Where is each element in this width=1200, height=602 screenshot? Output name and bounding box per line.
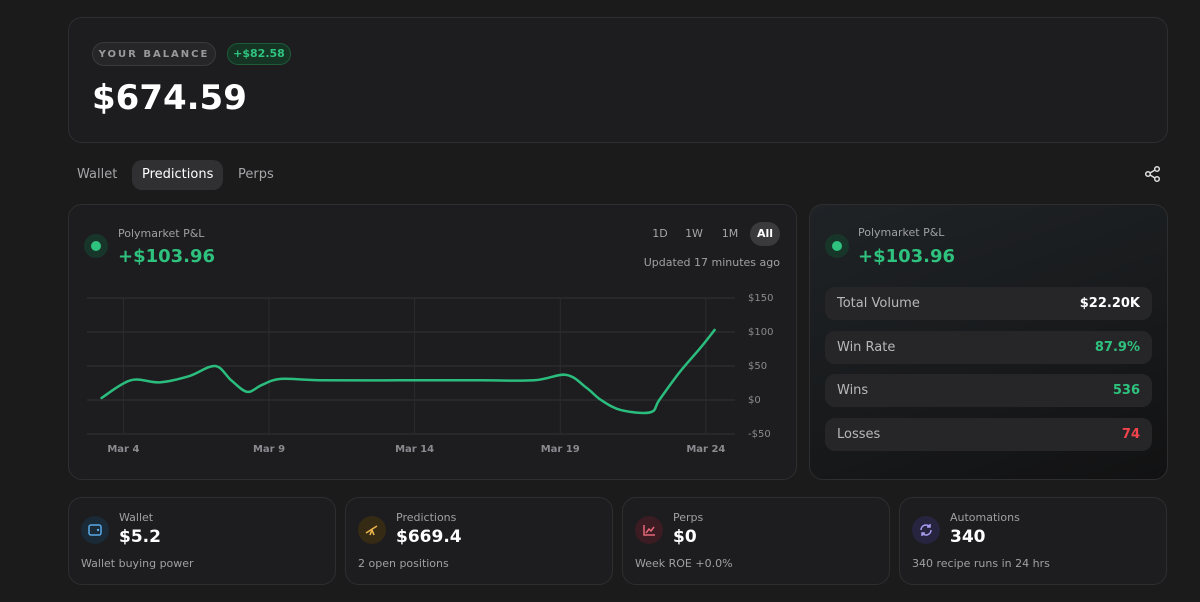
info-card: Perps $0 Week ROE +0.0%	[622, 497, 890, 585]
info-card: Automations 340 340 recipe runs in 24 hr…	[899, 497, 1167, 585]
range-button-active[interactable]: All	[750, 222, 780, 246]
wallet-icon	[81, 516, 109, 544]
card-note: Wallet buying power	[81, 557, 194, 570]
x-tick-label: Mar 9	[253, 444, 285, 455]
info-card: Wallet $5.2 Wallet buying power	[68, 497, 336, 585]
stat-label: Win Rate	[837, 340, 896, 355]
info-card: Predictions $669.4 2 open positions	[345, 497, 613, 585]
balance-amount: $674.59	[92, 78, 247, 118]
card-note: Week ROE +0.0%	[635, 557, 733, 570]
card-title: Perps	[673, 511, 704, 524]
stat-value: 536	[1112, 383, 1140, 398]
x-tick-label: Mar 14	[395, 444, 434, 455]
balance-label: YOUR BALANCE	[92, 42, 216, 66]
status-dot	[825, 234, 849, 258]
stat-label: Total Volume	[837, 296, 920, 311]
stat-value: 74	[1121, 427, 1140, 442]
x-tick-label: Mar 4	[107, 444, 139, 455]
card-note: 340 recipe runs in 24 hrs	[912, 557, 1050, 570]
stat-label: Wins	[837, 383, 869, 398]
y-tick-label: $0	[748, 395, 761, 406]
x-tick-label: Mar 19	[541, 444, 580, 455]
range-button[interactable]: 1M	[721, 227, 739, 240]
stat-row: Wins 536	[825, 374, 1152, 407]
y-tick-label: $100	[748, 327, 773, 338]
automations-icon	[912, 516, 940, 544]
status-dot	[84, 234, 108, 258]
stat-value: $22.20K	[1079, 296, 1140, 311]
card-title: Wallet	[119, 511, 154, 524]
chart: $150 $100 $50 $0 -$50 Mar 4 Mar 9 Mar 14 Mar 19 M…	[87, 293, 773, 455]
card-value: $0	[673, 527, 697, 547]
summary-title: Polymarket P&L	[858, 226, 945, 239]
updated-text: Updated 17 minutes ago	[643, 256, 780, 269]
stat-row: Losses 74	[825, 418, 1152, 451]
share-icon[interactable]	[1144, 165, 1162, 183]
pnl-title: Polymarket P&L	[118, 227, 205, 240]
card-value: 340	[950, 527, 986, 547]
balance-card	[68, 17, 1168, 143]
card-note: 2 open positions	[358, 557, 449, 570]
tab-active[interactable]: Predictions	[132, 160, 224, 190]
stat-value: 87.9%	[1094, 340, 1140, 355]
card-title: Predictions	[396, 511, 457, 524]
stat-row: Total Volume $22.20K	[825, 287, 1152, 320]
y-tick-label: $150	[748, 293, 773, 304]
balance-change: +$82.58	[227, 43, 291, 65]
perps-icon	[635, 516, 663, 544]
y-tick-label: -$50	[748, 429, 771, 440]
tab[interactable]: Wallet	[77, 167, 118, 182]
summary-value: +$103.96	[858, 246, 956, 267]
predictions-icon	[358, 516, 386, 544]
card-title: Automations	[950, 511, 1020, 524]
range-button[interactable]: 1D	[652, 227, 668, 240]
pnl-value: +$103.96	[118, 246, 216, 267]
range-button[interactable]: 1W	[685, 227, 703, 240]
x-tick-label: Mar 24	[686, 444, 725, 455]
stat-label: Losses	[837, 427, 881, 442]
card-value: $5.2	[119, 527, 161, 547]
stat-row: Win Rate 87.9%	[825, 331, 1152, 364]
card-value: $669.4	[396, 527, 462, 547]
tab[interactable]: Perps	[238, 167, 274, 182]
pnl-line	[100, 328, 716, 415]
y-tick-label: $50	[748, 361, 767, 372]
